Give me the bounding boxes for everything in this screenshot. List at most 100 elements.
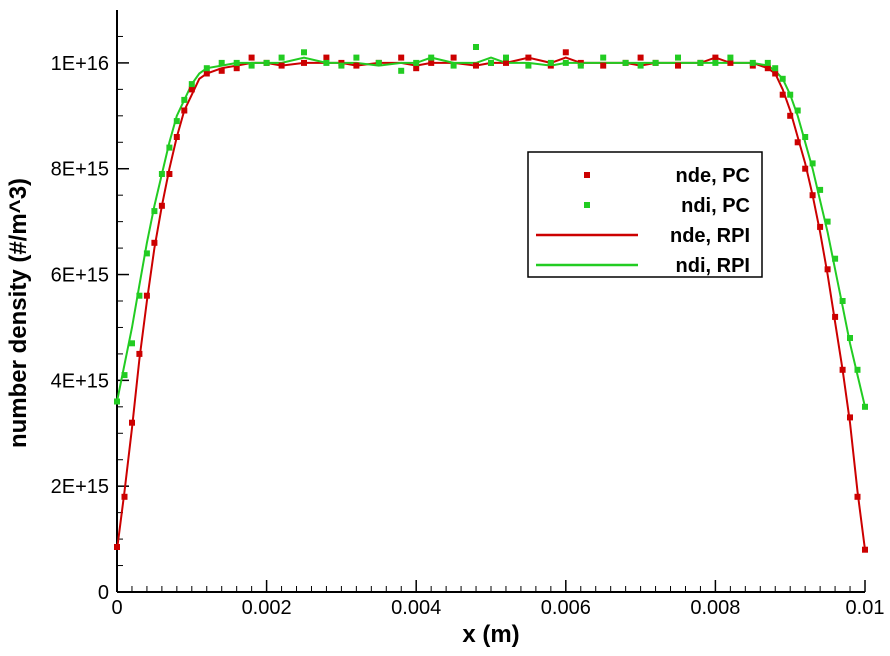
data-point — [779, 91, 786, 98]
series-layer — [114, 44, 868, 553]
data-point — [675, 54, 681, 61]
x-tick-label: 0.004 — [391, 597, 441, 619]
data-point — [181, 96, 188, 103]
data-point — [600, 62, 607, 69]
data-point — [637, 54, 644, 61]
data-point — [203, 65, 210, 72]
data-point — [854, 493, 861, 500]
data-point — [727, 54, 734, 61]
data-point — [787, 91, 794, 98]
data-point — [114, 544, 120, 550]
data-point — [248, 62, 255, 69]
data-point — [839, 298, 846, 304]
legend: nde, PC ndi, PC nde, RPI ndi, RPI — [527, 151, 763, 278]
data-point — [862, 403, 868, 410]
data-point — [121, 493, 128, 500]
data-point — [802, 165, 809, 172]
data-point — [652, 59, 659, 66]
data-point — [143, 250, 150, 257]
data-point — [114, 398, 120, 405]
legend-label: nde, PC — [676, 165, 750, 187]
data-point — [129, 419, 135, 426]
data-point — [697, 59, 704, 66]
data-point — [188, 86, 195, 93]
data-point — [862, 546, 868, 553]
data-point — [712, 54, 719, 61]
legend-label: nde, RPI — [670, 225, 750, 247]
data-point — [323, 54, 330, 61]
y-tick-label: 0 — [98, 582, 109, 604]
x-tick-label: 0.008 — [690, 597, 740, 619]
legend-marker-swatch — [584, 202, 590, 208]
y-tick-label: 8E+15 — [51, 159, 109, 181]
data-point — [764, 65, 771, 72]
data-point — [151, 208, 158, 215]
data-point — [248, 54, 255, 61]
x-tick-label: 0.002 — [242, 597, 292, 619]
data-point — [772, 65, 779, 72]
data-point — [622, 59, 629, 66]
data-point — [802, 134, 809, 140]
data-point — [839, 366, 846, 373]
legend-label: ndi, RPI — [676, 255, 750, 277]
data-point — [779, 75, 786, 82]
x-axis-title: x (m) — [462, 621, 519, 648]
data-point — [824, 218, 831, 225]
x-tick-label: 0 — [111, 597, 122, 619]
data-point — [233, 65, 240, 72]
data-point — [428, 54, 435, 61]
data-point — [727, 59, 734, 66]
data-point — [847, 335, 853, 341]
data-point — [218, 67, 225, 74]
legend-box — [527, 151, 763, 278]
legend-label: ndi, PC — [681, 195, 750, 217]
data-point — [809, 160, 816, 167]
data-point — [151, 239, 158, 246]
ticks: 0 0.002 0.004 0.006 0.008 0.01 0 2E+15 4E+15 6E+1… — [51, 35, 884, 619]
data-point — [203, 70, 210, 77]
data-point — [824, 266, 831, 273]
data-point — [577, 62, 584, 69]
data-point — [854, 366, 861, 373]
data-point — [473, 62, 479, 69]
data-point — [263, 59, 270, 66]
data-point — [428, 59, 435, 66]
data-point — [817, 223, 824, 230]
data-point — [749, 59, 756, 66]
data-point — [158, 202, 165, 209]
data-point — [121, 372, 128, 379]
data-point — [562, 49, 569, 56]
series-line — [116, 56, 866, 550]
data-point — [166, 171, 173, 177]
data-point — [338, 62, 345, 69]
data-point — [764, 59, 771, 66]
y-axis-title: number density (#/m^3) — [5, 178, 32, 448]
data-point — [488, 59, 494, 66]
data-point — [473, 44, 479, 50]
data-point — [503, 54, 509, 61]
data-point — [787, 112, 794, 119]
data-point — [353, 62, 360, 69]
data-point — [301, 59, 307, 66]
data-point — [675, 62, 681, 69]
data-point — [547, 59, 554, 66]
data-point — [301, 49, 307, 56]
data-point — [136, 292, 143, 299]
data-point — [637, 62, 644, 69]
data-point — [772, 70, 779, 77]
data-point — [794, 139, 801, 146]
data-point — [503, 59, 509, 66]
data-point — [375, 59, 382, 66]
data-point — [413, 59, 420, 66]
data-point — [353, 54, 360, 61]
data-point — [832, 255, 839, 262]
data-point — [173, 118, 180, 125]
data-point — [398, 54, 405, 61]
data-point — [278, 62, 285, 69]
axes — [116, 10, 865, 593]
data-point — [188, 81, 195, 88]
data-point — [450, 62, 457, 69]
y-tick-label: 1E+16 — [51, 53, 109, 75]
x-tick-label: 0.006 — [541, 597, 591, 619]
